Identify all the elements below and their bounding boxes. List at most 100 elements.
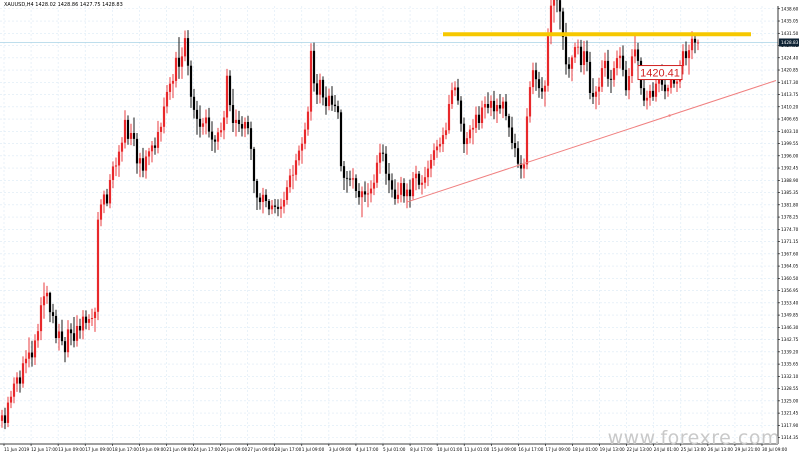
candle-body <box>270 205 274 210</box>
candle-body <box>519 163 523 169</box>
candle-body <box>156 131 160 148</box>
candle-body <box>501 101 505 109</box>
candle-body <box>141 158 145 171</box>
candle-body <box>423 177 427 183</box>
candle-body <box>18 377 22 384</box>
price-tick-label: 1321.45 <box>781 411 799 416</box>
candle-body <box>249 128 253 149</box>
candle-body <box>246 121 250 129</box>
candle-body <box>438 144 442 147</box>
candle-body <box>72 333 76 341</box>
candle-body <box>690 38 694 51</box>
candle-body <box>126 119 130 139</box>
candle-body <box>606 60 610 79</box>
candle-body <box>612 68 616 80</box>
price-tick-label: 1356.95 <box>781 288 799 293</box>
price-tick-label: 1385.35 <box>781 190 799 195</box>
candle-body <box>621 55 625 70</box>
candle-body <box>150 145 154 152</box>
candle-body <box>252 148 256 181</box>
candle-body <box>336 106 340 113</box>
time-tick-label: 11 Jul 01:00 <box>464 447 489 452</box>
candle-body <box>330 95 334 105</box>
candle-body <box>486 104 490 108</box>
time-tick-label: 5 Jul 01:00 <box>383 447 406 452</box>
candle-body <box>63 341 67 353</box>
price-tick-label: 1325.00 <box>781 398 799 403</box>
candle-body <box>624 69 628 91</box>
candle-body <box>402 183 406 197</box>
candle-body <box>231 105 235 124</box>
time-tick-label: 17 Jul 09:00 <box>545 447 570 452</box>
candle-body <box>345 177 349 179</box>
price-tick-label: 1346.30 <box>781 325 799 330</box>
candle-body <box>444 130 448 136</box>
candle-body <box>87 319 91 323</box>
candle-body <box>318 79 322 95</box>
candle-body <box>630 56 634 77</box>
candle-body <box>588 61 592 93</box>
price-tick-label: 1339.20 <box>781 349 799 354</box>
candle-body <box>0 415 4 421</box>
candle-body <box>24 358 28 364</box>
candle-body <box>174 57 178 81</box>
candle-body <box>666 87 670 92</box>
candle-body <box>30 352 34 358</box>
time-tick-label: 22 Jul 13:00 <box>627 447 652 452</box>
candle-body <box>60 331 64 342</box>
candle-body <box>207 117 211 132</box>
price-tick-label: 1403.10 <box>781 129 799 134</box>
candle-body <box>633 49 637 57</box>
candle-body <box>240 124 244 129</box>
candle-body <box>372 182 376 189</box>
price-tick-label: 1378.25 <box>781 215 799 220</box>
candle-body <box>375 162 379 183</box>
candle-body <box>228 75 232 106</box>
candle-body <box>585 51 589 62</box>
candle-body <box>210 131 214 140</box>
candle-body <box>147 151 151 157</box>
candle-body <box>81 316 85 331</box>
candle-body <box>51 312 55 316</box>
candle-body <box>129 133 133 139</box>
price-tick-label: 1399.55 <box>781 141 799 146</box>
candle-body <box>570 57 574 69</box>
candle-body <box>564 37 568 65</box>
candle-body <box>153 145 157 148</box>
candle-body <box>543 85 547 92</box>
candle-body <box>525 116 529 165</box>
candle-body <box>180 56 184 67</box>
candle-body <box>390 180 394 190</box>
candle-body <box>378 152 382 163</box>
candle-body <box>651 90 655 97</box>
candle-body <box>600 68 604 87</box>
time-tick-label: 27 Jun 09:00 <box>248 447 275 452</box>
support-price-label: 1420.41 <box>640 68 680 80</box>
candle-body <box>93 311 97 319</box>
candle-body <box>120 142 124 152</box>
candle-body <box>333 104 337 107</box>
candle-body <box>315 83 319 95</box>
candle-body <box>384 153 388 174</box>
candle-body <box>114 165 118 167</box>
candle-body <box>33 340 37 358</box>
time-tick-label: 17 Jun 09:00 <box>85 447 112 452</box>
candle-body <box>21 363 25 384</box>
price-tick-label: 1349.85 <box>781 313 799 318</box>
candle-body <box>348 178 352 180</box>
candle-body <box>123 119 127 143</box>
candle-body <box>138 158 142 164</box>
price-tick-label: 1374.70 <box>781 227 799 232</box>
time-tick-label: 13 Jun 09:00 <box>58 447 85 452</box>
candle-body <box>186 38 190 66</box>
symbol-info-label: XAUUSD,H4 1428.02 1428.86 1427.75 1428.8… <box>4 2 123 8</box>
candle-body <box>171 80 175 84</box>
candles-layer <box>0 0 700 430</box>
candle-body <box>627 76 631 91</box>
candle-body <box>528 87 532 117</box>
current-price-label: 1428.83 <box>781 40 799 45</box>
candle-body <box>450 90 454 105</box>
candle-body <box>327 95 331 107</box>
